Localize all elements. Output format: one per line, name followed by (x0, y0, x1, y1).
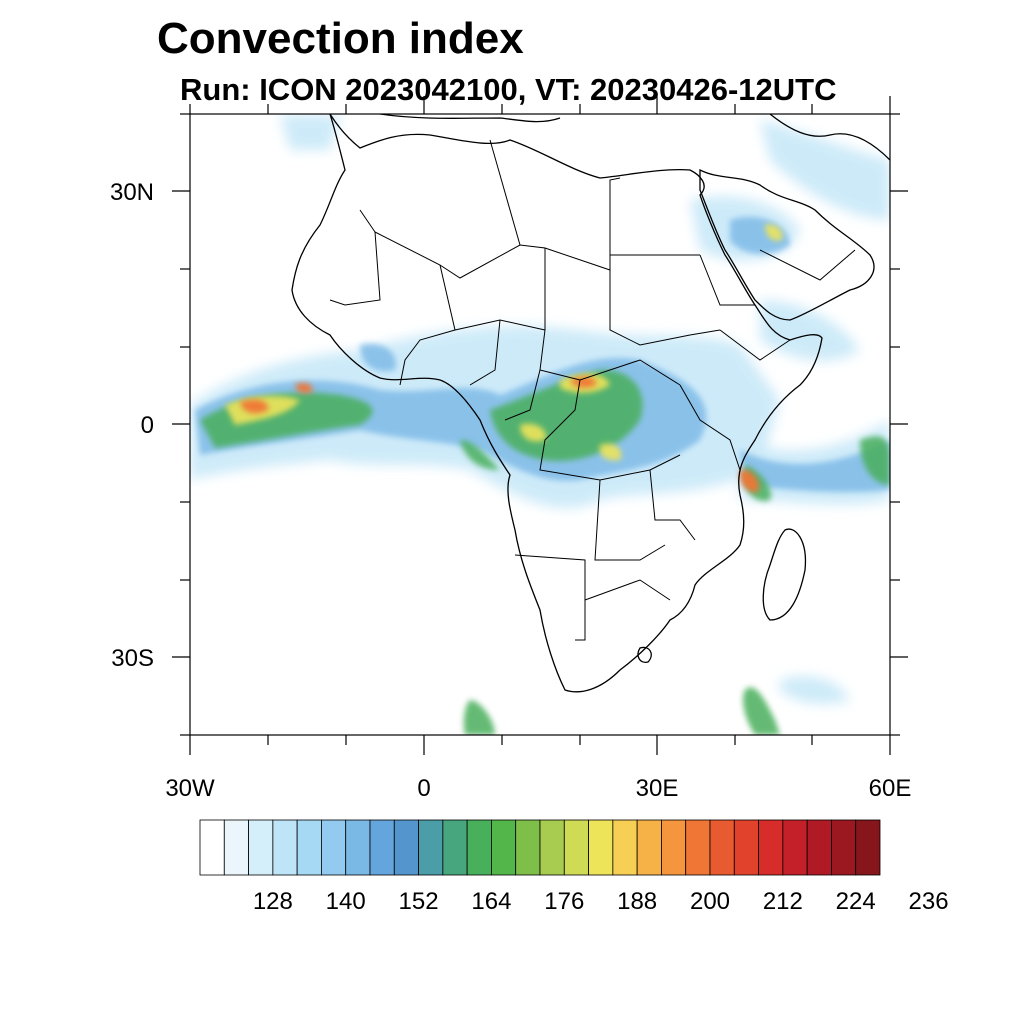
colorbar-swatch (272, 819, 298, 876)
colorbar-label: 200 (689, 888, 731, 915)
colorbar-label: 152 (398, 888, 439, 915)
colorbar-swatch (539, 819, 565, 876)
chart-subtitle: Run: ICON 2023042100, VT: 20230426-12UTC (180, 72, 837, 107)
colorbar-swatch (418, 819, 444, 876)
colorbar-swatch (515, 819, 541, 876)
coastlines (291, 114, 890, 693)
colorbar-swatch (296, 819, 322, 876)
colorbar-label: 128 (252, 888, 293, 915)
country-borders (329, 139, 856, 641)
chart-title: Convection index (157, 14, 524, 63)
colorbar (199, 819, 881, 876)
convection-field (190, 115, 890, 735)
colorbar-swatch (831, 819, 857, 876)
colorbar-swatch (733, 819, 759, 876)
colorbar-swatch (321, 819, 347, 876)
colorbar-swatch (612, 819, 638, 876)
colorbar-swatch (758, 819, 784, 876)
colorbar-swatch (806, 819, 832, 876)
lat-label-30n: 30N (109, 179, 154, 206)
lat-label-30s: 30S (111, 645, 154, 672)
colorbar-label: 164 (471, 888, 512, 915)
colorbar-swatch (442, 819, 468, 876)
lon-label-0: 0 (417, 775, 431, 802)
colorbar-label: 224 (835, 888, 876, 915)
colorbar-label: 188 (617, 888, 658, 915)
colorbar-swatch (393, 819, 419, 876)
colorbar-swatch (369, 819, 395, 876)
colorbar-swatch (782, 819, 808, 876)
lat-ticks (172, 113, 908, 736)
lon-label-60e: 60E (868, 775, 912, 802)
colorbar-swatch (855, 819, 881, 876)
colorbar-swatch (563, 819, 589, 876)
colorbar-label: 212 (762, 888, 803, 915)
colorbar-label: 176 (544, 888, 585, 915)
colorbar-swatch (709, 819, 735, 876)
colorbar-swatch (636, 819, 662, 876)
colorbar-label: 140 (325, 888, 366, 915)
colorbar-swatch (466, 819, 492, 876)
lon-label-30w: 30W (165, 775, 215, 802)
colorbar-swatch (661, 819, 687, 876)
colorbar-label: 236 (908, 888, 949, 915)
colorbar-swatch (199, 819, 225, 876)
lon-ticks (189, 96, 891, 755)
colorbar-swatch (223, 819, 249, 876)
colorbar-swatch (248, 819, 274, 876)
lat-label-0: 0 (140, 412, 154, 439)
colorbar-swatch (588, 819, 614, 876)
colorbar-swatch (491, 819, 517, 876)
lon-label-30e: 30E (635, 775, 679, 802)
colorbar-swatch (685, 819, 711, 876)
colorbar-swatch (345, 819, 371, 876)
